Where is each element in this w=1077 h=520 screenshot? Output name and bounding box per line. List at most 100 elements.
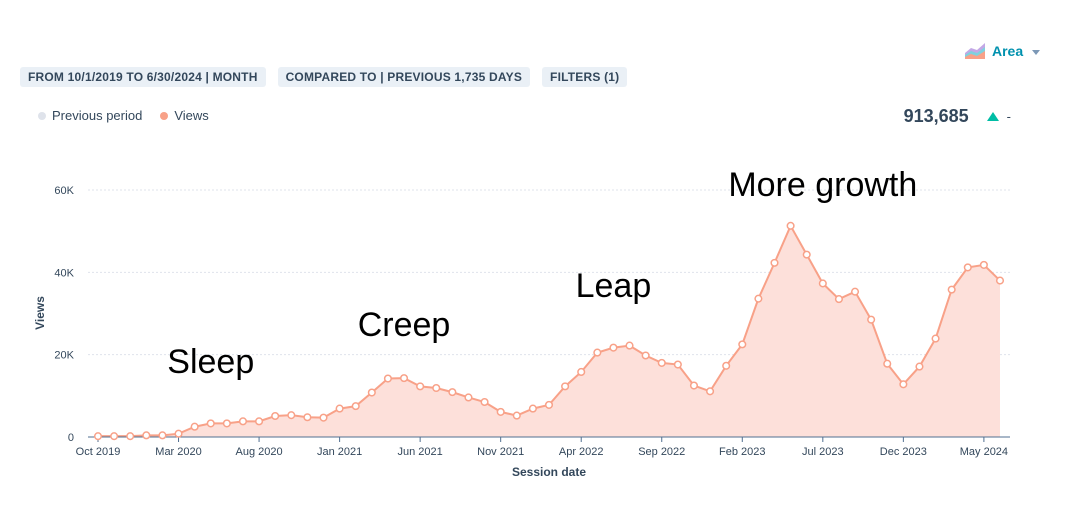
data-point xyxy=(158,431,167,440)
y-tick-label: 60K xyxy=(54,185,74,197)
x-tick-label: Apr 2022 xyxy=(559,446,604,458)
data-point xyxy=(689,381,699,390)
chart-type-label: Area xyxy=(992,43,1024,59)
data-point xyxy=(110,432,119,441)
data-point xyxy=(399,374,409,383)
x-axis-label: Session date xyxy=(512,465,586,479)
data-point xyxy=(963,263,972,272)
data-point xyxy=(238,417,248,426)
data-point xyxy=(222,419,231,428)
x-tick-label: Jun 2021 xyxy=(398,446,443,458)
date-range-filter[interactable]: FROM 10/1/2019 TO 6/30/2024 | MONTH xyxy=(20,67,266,87)
legend-item-views[interactable]: Views xyxy=(160,108,209,123)
data-point xyxy=(544,400,554,409)
data-point xyxy=(754,294,763,303)
data-point xyxy=(367,388,376,397)
data-point xyxy=(287,411,296,420)
x-tick-label: Mar 2020 xyxy=(155,446,201,458)
x-tick-label: Feb 2023 xyxy=(719,446,765,458)
series-area-views xyxy=(98,225,1000,437)
data-point xyxy=(351,402,360,411)
data-point xyxy=(561,382,570,391)
filter-bar: FROM 10/1/2019 TO 6/30/2024 | MONTH COMP… xyxy=(20,67,628,87)
annotation-label: Creep xyxy=(358,306,451,344)
data-point xyxy=(995,276,1005,285)
data-point xyxy=(448,388,457,397)
data-point xyxy=(899,380,908,389)
data-point xyxy=(641,351,650,360)
legend-dot-icon xyxy=(160,111,169,120)
data-point xyxy=(335,404,344,413)
data-point xyxy=(818,279,827,288)
area-chart-icon xyxy=(965,43,985,59)
data-point xyxy=(770,258,779,267)
data-point xyxy=(93,432,103,441)
data-point xyxy=(673,360,682,369)
x-tick-label: Jan 2021 xyxy=(317,446,362,458)
legend: Previous period Views xyxy=(38,108,209,123)
data-point xyxy=(206,419,215,428)
data-point xyxy=(786,221,795,230)
x-tick-label: Sep 2022 xyxy=(638,446,685,458)
y-tick-label: 0 xyxy=(68,432,74,444)
annotation-label: Leap xyxy=(576,267,652,305)
data-point xyxy=(464,393,473,402)
y-tick-label: 20K xyxy=(54,350,74,362)
legend-item-previous-period[interactable]: Previous period xyxy=(38,108,142,123)
x-tick-label: May 2024 xyxy=(960,446,1008,458)
legend-label: Previous period xyxy=(52,108,143,123)
legend-label: Views xyxy=(174,108,209,123)
data-point xyxy=(802,250,811,259)
data-point xyxy=(303,413,312,422)
x-tick-label: Jul 2023 xyxy=(802,446,844,458)
annotation-label: Sleep xyxy=(167,343,254,381)
data-point xyxy=(432,383,441,393)
data-point xyxy=(174,429,183,438)
data-point xyxy=(126,432,135,441)
data-point xyxy=(416,382,425,391)
trend-up-icon xyxy=(986,112,999,121)
data-point xyxy=(931,334,940,343)
data-point xyxy=(577,367,586,377)
y-tick-label: 40K xyxy=(54,267,74,279)
y-axis-label: Views xyxy=(33,296,47,330)
data-point xyxy=(706,387,715,396)
data-point xyxy=(850,287,860,296)
data-point xyxy=(383,374,392,383)
data-point xyxy=(947,285,956,294)
data-point xyxy=(255,417,264,426)
data-point xyxy=(319,413,328,422)
annotation-label: More growth xyxy=(728,166,917,204)
data-point xyxy=(722,361,731,370)
x-tick-label: Oct 2019 xyxy=(76,446,121,458)
data-point xyxy=(512,411,521,420)
data-point xyxy=(480,397,489,407)
data-point xyxy=(609,343,618,352)
data-point xyxy=(271,411,280,421)
x-tick-label: Nov 2021 xyxy=(477,446,524,458)
data-point xyxy=(593,348,602,357)
data-point xyxy=(528,404,537,413)
data-point xyxy=(979,260,988,269)
total-summary: 913,685 - xyxy=(904,106,1011,127)
data-point xyxy=(738,340,747,349)
data-point xyxy=(883,359,892,368)
x-tick-label: Aug 2020 xyxy=(236,446,283,458)
data-point xyxy=(867,315,876,324)
chart-type-selector[interactable]: Area xyxy=(964,41,1041,61)
data-point xyxy=(625,341,634,350)
legend-dot-icon xyxy=(38,111,46,120)
data-point xyxy=(834,295,843,304)
data-point xyxy=(657,358,666,367)
data-point xyxy=(190,422,199,431)
filters-button[interactable]: FILTERS (1) xyxy=(542,67,628,87)
data-point xyxy=(496,407,505,416)
data-point xyxy=(142,431,151,440)
total-change: - xyxy=(1006,109,1011,124)
data-point xyxy=(915,362,924,371)
total-value: 913,685 xyxy=(903,106,969,126)
x-tick-label: Dec 2023 xyxy=(880,446,927,458)
chevron-down-icon xyxy=(1032,49,1041,55)
compare-filter[interactable]: COMPARED TO | PREVIOUS 1,735 DAYS xyxy=(277,67,531,87)
